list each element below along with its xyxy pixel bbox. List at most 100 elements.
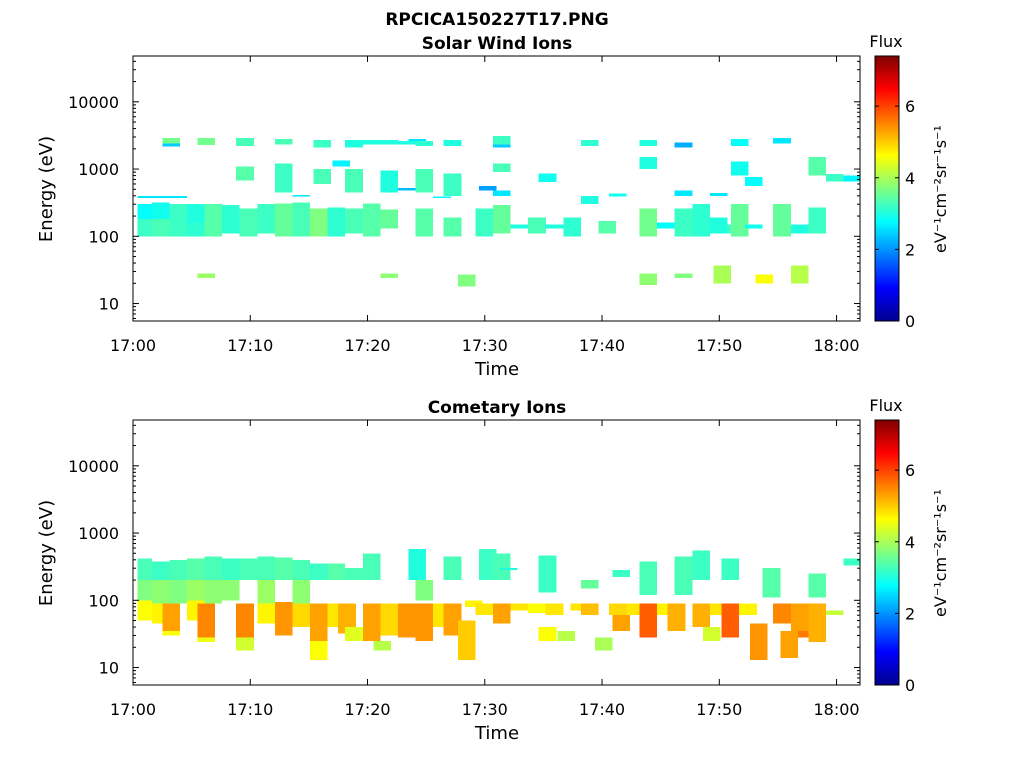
x-tick-label: 18:00	[813, 336, 859, 355]
heatmap-cell	[674, 208, 693, 237]
heatmap-cell	[239, 208, 258, 237]
heatmap-cell	[310, 640, 328, 660]
heatmap-cell	[478, 549, 497, 581]
heatmap-cell	[639, 273, 658, 285]
x-tick-label: 17:10	[227, 336, 273, 355]
heatmap-cell	[433, 196, 451, 199]
heatmap-cell	[692, 550, 710, 580]
heatmap-cell	[721, 603, 740, 638]
heatmap-cell	[204, 580, 223, 604]
heatmap-cell	[169, 580, 187, 604]
heatmap-cell	[538, 627, 557, 641]
heatmap-cell	[749, 623, 768, 660]
heatmap-cell	[657, 603, 675, 616]
heatmap-cell	[598, 220, 617, 234]
heatmap-cell	[257, 580, 275, 604]
heatmap-cell	[538, 173, 557, 183]
heatmap-cell	[338, 603, 356, 634]
x-tick-label: 17:00	[110, 336, 156, 355]
heatmap-cell	[327, 207, 346, 237]
heatmap-cell	[151, 580, 170, 604]
heatmap-cell	[327, 563, 346, 580]
x-tick-label: 17:10	[227, 700, 273, 719]
colorbar	[874, 55, 900, 322]
heatmap-cell	[415, 603, 434, 641]
colorbar-tick-label: 4	[905, 533, 915, 552]
heatmap-cell	[186, 222, 205, 237]
heatmap-cell	[313, 140, 332, 148]
heatmap-cell	[398, 603, 416, 638]
heatmap-cell	[257, 603, 275, 624]
heatmap-cell	[674, 142, 693, 148]
heatmap-cell	[639, 140, 658, 146]
colorbar-tick-label: 2	[905, 240, 915, 259]
heatmap-cell	[257, 204, 275, 234]
heatmap-cell	[443, 173, 462, 196]
heatmap-cell	[609, 193, 627, 197]
heatmap-cell	[408, 139, 427, 142]
plot-frame	[132, 55, 861, 322]
x-tick-label: 17:30	[462, 336, 508, 355]
heatmap-cell	[538, 555, 557, 593]
heatmap-cell	[639, 157, 658, 169]
heatmap-cell	[169, 559, 187, 580]
x-tick-label: 17:40	[579, 700, 625, 719]
heatmap-cell	[398, 141, 416, 145]
heatmap-cell	[151, 561, 170, 580]
heatmap-cell	[510, 224, 529, 229]
heatmap-cell	[380, 209, 398, 229]
heatmap-cell	[762, 568, 781, 598]
heatmap-cell	[493, 553, 511, 581]
colorbar-unit: eV⁻¹cm⁻²sr⁻¹s⁻¹	[931, 489, 950, 617]
heatmap-cell	[137, 219, 152, 237]
heatmap-cell	[790, 265, 809, 284]
heatmap-cell	[464, 600, 483, 607]
colorbar-tick-label: 2	[905, 604, 915, 623]
heatmap-cell	[843, 558, 860, 566]
heatmap-cell	[292, 559, 311, 580]
heatmap-cell	[443, 603, 462, 636]
heatmap-cell	[362, 553, 381, 581]
heatmap-cell	[639, 561, 658, 595]
colorbar-tick-label: 4	[905, 169, 915, 188]
heatmap-cell	[362, 140, 381, 145]
figure-title: RPCICA150227T17.PNG	[385, 10, 608, 30]
heatmap-cell	[274, 203, 293, 237]
heatmap-cell	[204, 556, 223, 581]
heatmap-cell	[197, 273, 216, 278]
heatmap-cells	[137, 136, 860, 287]
heatmap-cell	[692, 603, 710, 628]
heatmap-cell	[780, 631, 798, 658]
heatmap-cell	[345, 208, 363, 234]
heatmap-cell	[292, 580, 311, 604]
heatmap-cell	[292, 603, 311, 628]
heatmap-cell	[731, 139, 749, 146]
y-tick-label: 100	[88, 227, 119, 246]
heatmap-cell	[332, 160, 350, 167]
heatmap-cell	[197, 637, 216, 642]
heatmap-cell	[373, 640, 391, 651]
heatmap-cell	[457, 620, 476, 660]
heatmap-cell	[612, 570, 631, 578]
heatmap-cell	[151, 202, 170, 220]
heatmap-cell	[745, 177, 763, 186]
y-tick-label: 10	[99, 295, 119, 314]
heatmap-cell	[755, 274, 774, 284]
heatmap-cell	[222, 580, 240, 601]
heatmap-cell	[595, 637, 613, 651]
heatmap-cell	[137, 600, 152, 621]
heatmap-cell	[345, 627, 363, 641]
heatmap-cell	[709, 193, 728, 196]
heatmap-cell	[380, 140, 398, 145]
heatmap-cell	[415, 208, 434, 237]
heatmap-cell	[137, 204, 152, 220]
heatmap-cell	[667, 603, 686, 631]
heatmap-cell	[380, 603, 398, 636]
heatmap-cell	[137, 580, 152, 601]
heatmap-cell	[674, 556, 693, 595]
heatmap-cell	[362, 203, 381, 237]
heatmap-cell	[222, 558, 240, 581]
colorbar	[874, 419, 900, 686]
